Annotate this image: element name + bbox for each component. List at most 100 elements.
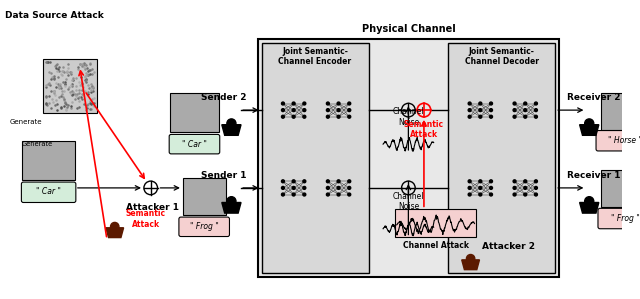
Circle shape bbox=[326, 102, 330, 105]
Text: Channel
Noise: Channel Noise bbox=[392, 107, 424, 127]
Circle shape bbox=[468, 180, 471, 183]
Polygon shape bbox=[222, 202, 241, 213]
Bar bbox=[601, 170, 640, 207]
Text: Semantic
Attack: Semantic Attack bbox=[126, 209, 166, 229]
Circle shape bbox=[524, 187, 527, 189]
Text: Data Source Attack: Data Source Attack bbox=[5, 11, 104, 20]
Circle shape bbox=[468, 115, 471, 118]
Text: Sender 2: Sender 2 bbox=[201, 93, 246, 102]
Circle shape bbox=[227, 119, 236, 128]
Circle shape bbox=[348, 115, 351, 118]
Circle shape bbox=[534, 109, 538, 112]
Circle shape bbox=[292, 115, 295, 118]
FancyBboxPatch shape bbox=[179, 217, 230, 237]
Bar bbox=[395, 209, 476, 237]
Polygon shape bbox=[461, 260, 479, 270]
Text: Attacker 2: Attacker 2 bbox=[483, 242, 535, 251]
FancyBboxPatch shape bbox=[598, 208, 640, 229]
Circle shape bbox=[490, 115, 493, 118]
Circle shape bbox=[337, 193, 340, 196]
Circle shape bbox=[337, 115, 340, 118]
Circle shape bbox=[303, 180, 306, 183]
Circle shape bbox=[326, 109, 330, 112]
Text: " Frog ": " Frog " bbox=[190, 222, 219, 231]
Circle shape bbox=[468, 109, 471, 112]
Text: Receiver 2: Receiver 2 bbox=[567, 93, 621, 102]
Bar bbox=[170, 93, 219, 132]
Circle shape bbox=[468, 187, 471, 189]
Circle shape bbox=[282, 102, 284, 105]
Circle shape bbox=[585, 119, 594, 128]
Circle shape bbox=[490, 102, 493, 105]
Circle shape bbox=[111, 222, 119, 231]
Circle shape bbox=[513, 109, 516, 112]
FancyBboxPatch shape bbox=[169, 135, 220, 154]
Circle shape bbox=[468, 102, 471, 105]
Text: Generate: Generate bbox=[10, 119, 42, 125]
Bar bbox=[262, 43, 369, 274]
Circle shape bbox=[227, 197, 236, 206]
Text: Joint Semantic-
Channel Encoder: Joint Semantic- Channel Encoder bbox=[278, 47, 351, 66]
Text: Joint Semantic-
Channel Decoder: Joint Semantic- Channel Decoder bbox=[465, 47, 539, 66]
Circle shape bbox=[326, 115, 330, 118]
Bar bbox=[183, 178, 225, 215]
Bar bbox=[448, 43, 555, 274]
Circle shape bbox=[534, 193, 538, 196]
Circle shape bbox=[292, 187, 295, 189]
Text: Sender 1: Sender 1 bbox=[201, 171, 246, 180]
Polygon shape bbox=[106, 228, 124, 238]
Text: Attacker 1: Attacker 1 bbox=[127, 203, 179, 212]
FancyBboxPatch shape bbox=[21, 182, 76, 202]
Circle shape bbox=[479, 180, 482, 183]
Text: " Car ": " Car " bbox=[182, 140, 207, 149]
Circle shape bbox=[524, 193, 527, 196]
Circle shape bbox=[479, 102, 482, 105]
Circle shape bbox=[348, 187, 351, 189]
Circle shape bbox=[292, 109, 295, 112]
Bar bbox=[43, 59, 97, 113]
Text: " Horse ": " Horse " bbox=[608, 136, 640, 145]
Circle shape bbox=[282, 115, 284, 118]
Circle shape bbox=[534, 115, 538, 118]
Circle shape bbox=[303, 187, 306, 189]
Circle shape bbox=[337, 180, 340, 183]
Circle shape bbox=[513, 187, 516, 189]
Circle shape bbox=[490, 193, 493, 196]
Circle shape bbox=[479, 109, 482, 112]
Circle shape bbox=[292, 193, 295, 196]
Circle shape bbox=[282, 187, 284, 189]
Circle shape bbox=[337, 187, 340, 189]
Text: Channel Attack: Channel Attack bbox=[403, 241, 468, 250]
Circle shape bbox=[467, 254, 475, 263]
Polygon shape bbox=[580, 202, 599, 213]
Text: Generate: Generate bbox=[21, 141, 52, 147]
Circle shape bbox=[303, 193, 306, 196]
Circle shape bbox=[513, 102, 516, 105]
Circle shape bbox=[348, 109, 351, 112]
Circle shape bbox=[282, 193, 284, 196]
Circle shape bbox=[524, 115, 527, 118]
Polygon shape bbox=[580, 125, 599, 135]
Circle shape bbox=[513, 193, 516, 196]
Circle shape bbox=[348, 180, 351, 183]
Circle shape bbox=[337, 109, 340, 112]
Circle shape bbox=[534, 102, 538, 105]
Bar bbox=[258, 39, 559, 277]
Text: Physical Channel: Physical Channel bbox=[362, 24, 455, 34]
Bar bbox=[601, 93, 640, 129]
FancyBboxPatch shape bbox=[596, 131, 640, 151]
Circle shape bbox=[348, 193, 351, 196]
Circle shape bbox=[292, 180, 295, 183]
Circle shape bbox=[303, 109, 306, 112]
Circle shape bbox=[490, 109, 493, 112]
Circle shape bbox=[513, 115, 516, 118]
Circle shape bbox=[348, 102, 351, 105]
Circle shape bbox=[490, 180, 493, 183]
Circle shape bbox=[585, 197, 594, 206]
Circle shape bbox=[534, 180, 538, 183]
Circle shape bbox=[303, 115, 306, 118]
Text: Channel
Noise: Channel Noise bbox=[392, 192, 424, 211]
Circle shape bbox=[282, 109, 284, 112]
Circle shape bbox=[479, 187, 482, 189]
Circle shape bbox=[490, 187, 493, 189]
